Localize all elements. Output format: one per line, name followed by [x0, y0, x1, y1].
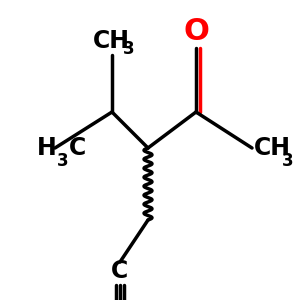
- Text: 3: 3: [282, 152, 294, 170]
- Text: 3: 3: [123, 40, 135, 58]
- Text: O: O: [183, 17, 209, 46]
- Text: C: C: [69, 136, 86, 160]
- Text: 3: 3: [57, 152, 69, 170]
- Text: H: H: [37, 136, 57, 160]
- Text: CH: CH: [92, 29, 130, 53]
- Text: CH: CH: [254, 136, 291, 160]
- Text: C: C: [111, 259, 129, 283]
